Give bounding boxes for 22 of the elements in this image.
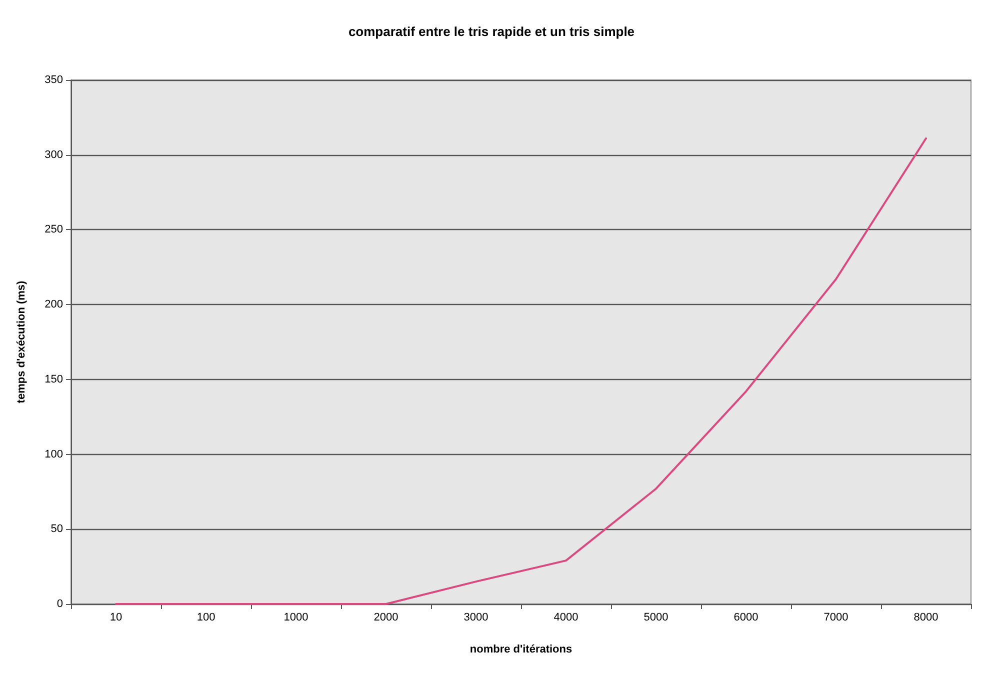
y-tick-label: 150 [44, 373, 63, 386]
y-tick-label: 300 [44, 148, 63, 161]
y-axis-title: temps d'exécution (ms) [16, 280, 28, 404]
x-tick-label: 1000 [284, 612, 308, 624]
x-tick-label: 8000 [914, 612, 938, 624]
x-tick-label: 3000 [464, 612, 488, 624]
x-tick-label: 100 [196, 612, 216, 624]
y-tick-label: 200 [44, 298, 63, 311]
x-tick-label: 4000 [554, 612, 578, 624]
chart-title: comparatif entre le tris rapide et un tris simple [348, 24, 635, 39]
x-axis-title: nombre d'itérations [470, 644, 572, 656]
y-tick-label: 100 [44, 448, 63, 460]
y-tick-label: 50 [50, 523, 63, 536]
line-series [115, 137, 927, 605]
y-tick-label: 250 [44, 224, 63, 236]
y-tick-label: 0 [56, 598, 63, 610]
x-tick-label: 7000 [824, 612, 848, 624]
x-tick-label: 5000 [644, 612, 668, 624]
x-tick-label: 2000 [374, 612, 398, 624]
x-tick-label: 10 [110, 612, 122, 624]
y-tick-label: 350 [44, 74, 63, 86]
x-tick-label: 6000 [734, 612, 758, 624]
